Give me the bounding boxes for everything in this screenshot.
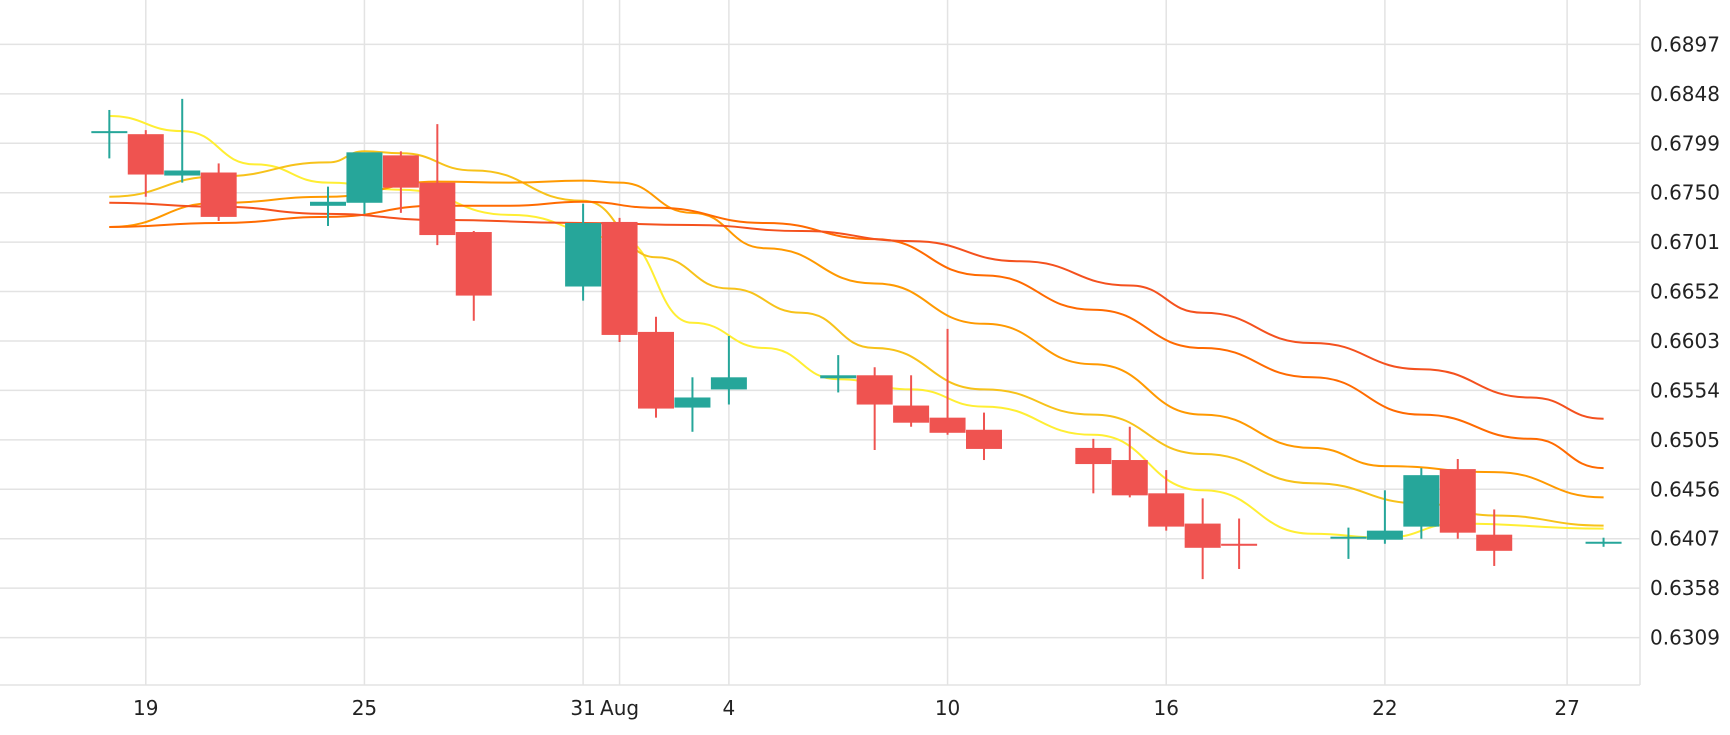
- candle: [820, 355, 857, 393]
- x-tick-label: 10: [935, 696, 960, 720]
- candle: [1111, 426, 1148, 498]
- candle-body: [1366, 530, 1403, 540]
- candle: [856, 367, 893, 450]
- candle: [929, 328, 966, 435]
- y-tick-label: 0.6652: [1650, 280, 1720, 304]
- candle-body: [1221, 543, 1258, 546]
- candle: [1075, 438, 1112, 494]
- moving-average-line: [109, 179, 1604, 499]
- moving-average-line: [109, 115, 1604, 539]
- moving-average-line: [109, 150, 1604, 527]
- candle: [638, 316, 674, 418]
- y-tick-label: 0.6701: [1650, 230, 1720, 254]
- candle: [382, 151, 419, 213]
- candle: [1221, 518, 1258, 569]
- candle-body: [1075, 447, 1112, 465]
- candle: [310, 186, 346, 226]
- candle: [1476, 509, 1513, 566]
- candle-body: [346, 152, 383, 203]
- y-tick-label: 0.6407: [1650, 527, 1720, 551]
- y-tick-label: 0.6799: [1650, 131, 1720, 155]
- candle: [601, 217, 638, 342]
- y-tick-label: 0.6848: [1650, 82, 1720, 106]
- candle-body: [91, 131, 128, 134]
- candle-layer: [91, 98, 1622, 580]
- candle: [1403, 468, 1440, 539]
- candle: [1148, 470, 1185, 531]
- candle: [346, 152, 383, 214]
- candle: [91, 109, 128, 159]
- candle: [1366, 490, 1403, 544]
- x-tick-label: 16: [1153, 696, 1178, 720]
- candle: [419, 124, 456, 246]
- x-tick-label: 25: [352, 696, 377, 720]
- candle-body: [1148, 493, 1185, 527]
- grid-layer: [0, 0, 1640, 685]
- candle-body: [1330, 536, 1367, 539]
- candle-body: [893, 405, 930, 423]
- x-tick-label: 22: [1372, 696, 1397, 720]
- y-tick-label: 0.6750: [1650, 181, 1720, 205]
- candle: [455, 231, 492, 321]
- candle-body: [382, 155, 419, 188]
- candle-body: [710, 377, 747, 390]
- candle-body: [601, 221, 638, 335]
- y-tick-label: 0.6505: [1650, 428, 1720, 452]
- candle-body: [200, 172, 237, 217]
- y-tick-label: 0.6456: [1650, 477, 1720, 501]
- moving-average-line: [109, 201, 1604, 420]
- candle-body: [1111, 460, 1148, 496]
- candle-body: [638, 331, 674, 409]
- candle: [1330, 527, 1367, 559]
- x-tick-label: 4: [723, 696, 736, 720]
- candle: [710, 335, 747, 405]
- candle-body: [455, 232, 492, 296]
- x-tick-label: 31: [570, 696, 595, 720]
- candle: [164, 98, 201, 183]
- candle-body: [820, 375, 857, 379]
- candle-body: [1403, 475, 1440, 527]
- candle-body: [674, 397, 711, 408]
- candle-body: [1439, 469, 1476, 533]
- candle: [127, 130, 164, 197]
- candle: [200, 163, 237, 221]
- axis-layer: 0.6309 0.6358 0.6407 0.6456 0.6505 0.6554 0.66…: [0, 0, 1720, 720]
- candle: [674, 377, 711, 432]
- candle-body: [164, 170, 201, 176]
- y-tick-label: 0.6554: [1650, 378, 1720, 402]
- candle: [565, 203, 602, 301]
- y-tick-label: 0.6603: [1650, 329, 1720, 353]
- moving-average-layer: [109, 115, 1604, 539]
- candle-body: [1476, 534, 1513, 551]
- candle-body: [565, 222, 602, 287]
- x-tick-label: 27: [1554, 696, 1579, 720]
- candle-body: [419, 182, 456, 236]
- candle-body: [929, 417, 966, 433]
- candle-body: [966, 429, 1002, 449]
- y-tick-label: 0.6897: [1650, 32, 1720, 56]
- candle: [1184, 498, 1221, 580]
- candle-body: [1184, 523, 1221, 548]
- x-tick-label: Aug: [600, 696, 639, 720]
- candle-body: [127, 134, 164, 175]
- candle-body: [310, 201, 346, 206]
- candle: [966, 412, 1002, 461]
- x-tick-label: 19: [133, 696, 158, 720]
- candle-body: [856, 375, 893, 405]
- y-tick-label: 0.6309: [1650, 626, 1720, 650]
- candle: [1585, 537, 1622, 547]
- candle: [893, 375, 930, 427]
- candle-body: [1585, 541, 1622, 544]
- candle: [1439, 459, 1476, 539]
- y-tick-label: 0.6358: [1650, 576, 1720, 600]
